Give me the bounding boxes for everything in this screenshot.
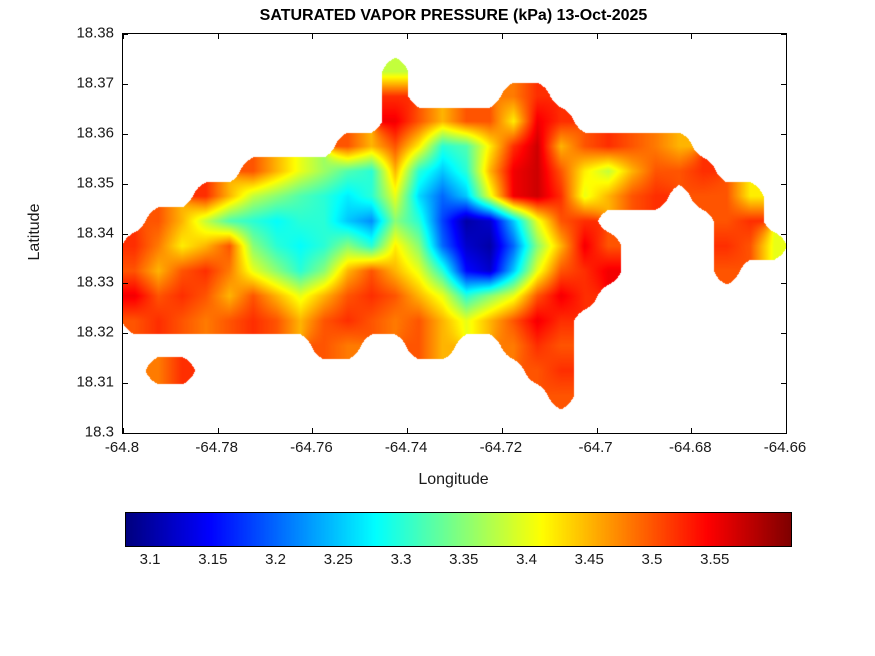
colorbar-tick-label: 3.25 bbox=[323, 551, 353, 568]
x-tick-mark bbox=[596, 34, 598, 39]
y-tick-label: 18.38 bbox=[76, 24, 114, 42]
x-tick-mark bbox=[786, 34, 787, 39]
y-tick-mark bbox=[123, 34, 128, 35]
y-tick-label: 18.32 bbox=[76, 323, 114, 341]
x-tick-label: -64.76 bbox=[290, 439, 333, 456]
x-axis-label: Longitude bbox=[418, 471, 489, 488]
colorbar-tick-label: 3.2 bbox=[265, 551, 286, 568]
y-tick-mark bbox=[781, 283, 786, 285]
y-tick-label: 18.34 bbox=[76, 224, 114, 241]
x-tick-label: -64.78 bbox=[195, 439, 238, 456]
colorbar-canvas bbox=[126, 513, 791, 546]
colorbar-tick-label: 3.35 bbox=[449, 551, 479, 568]
plot-area bbox=[122, 33, 787, 434]
x-tick-mark bbox=[501, 34, 503, 39]
y-tick-mark bbox=[123, 433, 128, 434]
x-axis-tick-labels: -64.8 -64.78 -64.76 -64.74 -64.72 -64.7 -64.68… bbox=[105, 439, 806, 459]
x-tick-mark bbox=[407, 34, 409, 39]
y-tick-mark bbox=[781, 333, 786, 335]
y-tick-mark bbox=[123, 333, 128, 335]
x-tick-mark bbox=[596, 428, 598, 433]
y-tick-mark bbox=[781, 383, 786, 385]
x-tick-mark bbox=[691, 34, 693, 39]
y-tick-mark bbox=[123, 233, 128, 235]
x-tick-label: -64.66 bbox=[763, 439, 807, 456]
y-tick-mark bbox=[781, 34, 786, 35]
x-tick-mark bbox=[312, 34, 314, 39]
chart-title: SATURATED VAPOR PRESSURE (kPa) 13-Oct-20… bbox=[259, 7, 648, 24]
y-tick-mark bbox=[781, 133, 786, 135]
colorbar-tick-label: 3.3 bbox=[390, 551, 412, 568]
colorbar-tick-label: 3.4 bbox=[516, 551, 537, 568]
colorbar-tick-labels: 3.1 3.15 3.2 3.25 3.3 3.35 3.4 3.45 3.5 3.55 bbox=[125, 551, 790, 571]
x-tick-mark bbox=[312, 428, 314, 433]
x-tick-label: -64.74 bbox=[384, 439, 428, 456]
colorbar-tick-label: 3.55 bbox=[700, 551, 730, 568]
x-tick-mark bbox=[501, 428, 503, 433]
y-tick-mark bbox=[123, 283, 128, 285]
y-tick-mark bbox=[123, 83, 128, 85]
colorbar-tick-label: 3.5 bbox=[641, 551, 663, 568]
y-tick-mark bbox=[123, 383, 128, 385]
y-tick-mark bbox=[781, 183, 786, 185]
y-tick-label: 18.35 bbox=[76, 174, 114, 192]
x-tick-mark bbox=[691, 428, 693, 433]
colorbar-tick-label: 3.1 bbox=[139, 551, 161, 568]
y-tick-label: 18.33 bbox=[76, 273, 114, 291]
x-tick-label: -64.7 bbox=[578, 439, 613, 456]
y-tick-mark bbox=[781, 233, 786, 235]
heatmap-canvas bbox=[123, 34, 786, 433]
x-tick-label: -64.72 bbox=[479, 439, 523, 456]
colorbar bbox=[125, 512, 792, 547]
colorbar-tick-label: 3.45 bbox=[574, 551, 604, 568]
x-tick-mark bbox=[123, 428, 124, 433]
x-tick-mark bbox=[123, 34, 124, 39]
colorbar-tick-label: 3.15 bbox=[198, 551, 228, 568]
y-tick-label: 18.37 bbox=[76, 74, 114, 92]
y-tick-mark bbox=[123, 183, 128, 185]
x-tick-label: -64.8 bbox=[104, 439, 140, 456]
x-tick-mark bbox=[217, 34, 219, 39]
x-tick-mark bbox=[786, 428, 787, 433]
y-tick-label: 18.31 bbox=[76, 373, 114, 391]
y-tick-mark bbox=[123, 133, 128, 135]
x-tick-mark bbox=[407, 428, 409, 433]
y-tick-label: 18.36 bbox=[76, 124, 114, 142]
y-tick-label: 18.3 bbox=[84, 423, 114, 441]
x-tick-label: -64.68 bbox=[669, 439, 712, 456]
y-tick-mark bbox=[781, 83, 786, 85]
y-axis-tick-labels: 18.3 18.31 18.32 18.33 18.34 18.35 18.36 18.37 1… bbox=[28, 25, 114, 441]
y-tick-mark bbox=[781, 433, 786, 434]
x-tick-mark bbox=[217, 428, 219, 433]
